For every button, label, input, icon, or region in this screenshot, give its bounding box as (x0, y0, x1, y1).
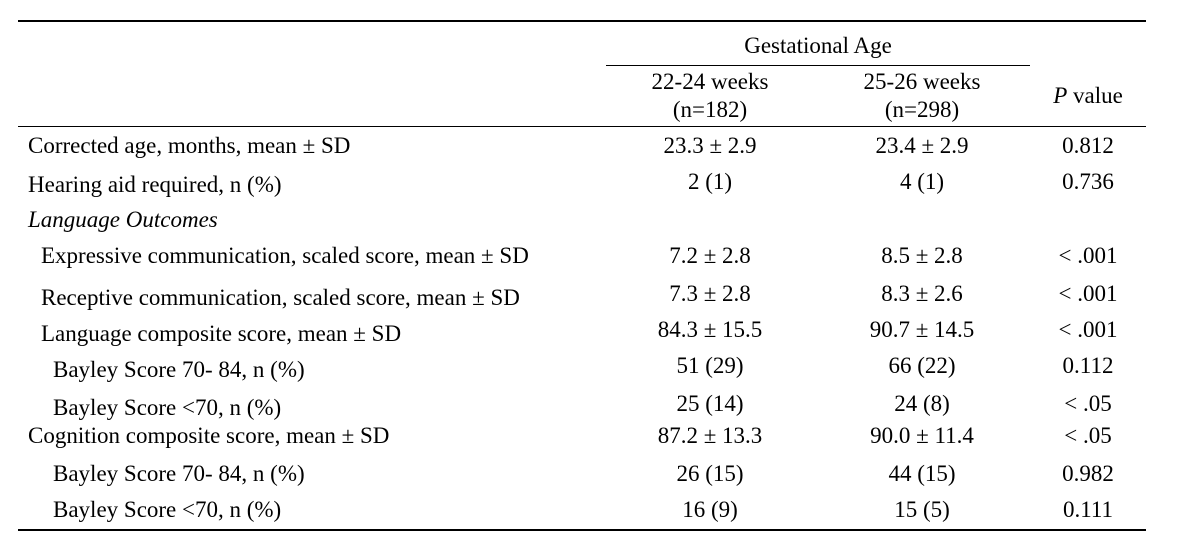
row-value-22-24: 2 (1) (687, 169, 733, 194)
row-value-25-26: 8.3 ± 2.6 (881, 281, 963, 306)
col-header-22-24-weeks: 22-24 weeks (n=182) (652, 68, 769, 124)
col-header-25-26-line2: (n=298) (884, 97, 960, 122)
p-value-label-rest: value (1067, 83, 1123, 108)
col-header-p-value: P value (1053, 83, 1123, 109)
row-label: Expressive communication, scaled score, … (41, 243, 529, 268)
row-label: Receptive communication, scaled score, m… (41, 285, 520, 310)
col-header-25-26-weeks: 25-26 weeks (n=298) (864, 68, 981, 124)
row-value-22-24: 25 (14) (676, 391, 744, 416)
header-bottom-rule (18, 126, 1146, 127)
row-p-value: < .05 (1064, 391, 1112, 416)
row-value-22-24: 7.3 ± 2.8 (669, 281, 751, 306)
col-header-22-24-line1: 22-24 weeks (651, 69, 769, 94)
row-label: Corrected age, months, mean ± SD (28, 133, 351, 158)
row-p-value: 0.982 (1062, 461, 1114, 486)
row-label: Language composite score, mean ± SD (41, 321, 402, 346)
table-top-rule (18, 20, 1146, 22)
row-value-25-26: 90.0 ± 11.4 (870, 423, 974, 448)
row-label: Cognition composite score, mean ± SD (28, 423, 390, 448)
p-value-italic-p: P (1053, 83, 1068, 108)
row-value-22-24: 87.2 ± 13.3 (657, 423, 763, 448)
row-value-25-26: 8.5 ± 2.8 (881, 243, 963, 268)
row-p-value: < .001 (1058, 281, 1118, 306)
section-heading-language-outcomes: Language Outcomes (28, 207, 218, 232)
row-value-22-24: 51 (29) (676, 353, 744, 378)
row-label: Bayley Score 70- 84, n (%) (53, 357, 305, 382)
group-header-gestational-age: Gestational Age (744, 33, 892, 58)
row-value-25-26: 44 (15) (888, 461, 956, 486)
row-p-value: < .001 (1058, 243, 1118, 268)
row-p-value: 0.812 (1062, 133, 1114, 158)
row-value-22-24: 84.3 ± 15.5 (657, 317, 763, 342)
row-label: Hearing aid required, n (%) (28, 172, 282, 197)
row-value-25-26: 66 (22) (888, 353, 956, 378)
table-bottom-rule (18, 529, 1146, 531)
row-label: Bayley Score <70, n (%) (53, 497, 282, 522)
col-header-22-24-line2: (n=182) (672, 97, 748, 122)
row-p-value: 0.112 (1062, 353, 1114, 378)
row-value-22-24: 7.2 ± 2.8 (669, 243, 751, 268)
row-value-25-26: 4 (1) (899, 169, 945, 194)
row-value-25-26: 90.7 ± 14.5 (869, 317, 975, 342)
row-value-22-24: 16 (9) (682, 497, 738, 522)
col-header-25-26-line1: 25-26 weeks (863, 69, 981, 94)
row-label: Bayley Score <70, n (%) (53, 395, 282, 420)
row-p-value: < .05 (1064, 423, 1112, 448)
row-value-22-24: 26 (15) (676, 461, 744, 486)
row-p-value: < .001 (1058, 317, 1118, 342)
row-value-25-26: 24 (8) (894, 391, 950, 416)
row-value-25-26: 23.4 ± 2.9 (875, 133, 969, 158)
row-value-22-24: 23.3 ± 2.9 (663, 133, 757, 158)
row-value-25-26: 15 (5) (894, 497, 950, 522)
row-p-value: 0.736 (1062, 169, 1114, 194)
row-p-value: 0.111 (1062, 497, 1114, 522)
group-header-rule (606, 65, 1030, 66)
row-label: Bayley Score 70- 84, n (%) (53, 461, 305, 486)
